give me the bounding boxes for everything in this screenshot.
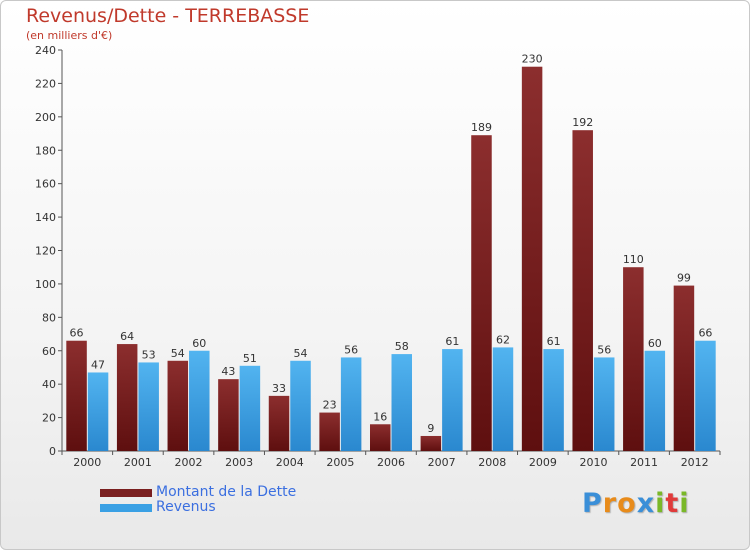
bar-dette: [420, 435, 442, 451]
bar-revenus: [239, 365, 261, 451]
y-tick-label: 60: [42, 345, 56, 358]
logo-letter: i: [679, 488, 690, 519]
bar-revenus-value-label: 61: [445, 335, 459, 348]
bar-dette-value-label: 43: [221, 365, 235, 378]
y-tick-label: 40: [42, 378, 56, 391]
bar-revenus: [391, 354, 412, 451]
bar-revenus: [543, 349, 564, 451]
bar-dette-value-label: 16: [373, 410, 387, 423]
x-tick-label: 2005: [326, 456, 354, 469]
bar-dette: [319, 412, 340, 451]
bar-revenus: [492, 347, 514, 451]
logo-letter: x: [636, 488, 656, 519]
y-tick-label: 100: [35, 278, 56, 291]
proxiti-logo: Proxiti: [582, 488, 690, 519]
bar-revenus: [695, 340, 716, 451]
y-tick-label: 240: [35, 44, 56, 57]
bar-dette-value-label: 110: [623, 253, 644, 266]
bar-dette-value-label: 33: [272, 382, 286, 395]
bar-revenus: [138, 362, 159, 451]
bar-dette: [116, 344, 138, 451]
legend-swatch-revenus: [100, 504, 152, 512]
y-tick-label: 160: [35, 178, 56, 191]
y-tick-label: 220: [35, 77, 56, 90]
logo-letter: i: [655, 488, 666, 519]
bar-revenus-value-label: 47: [91, 358, 105, 371]
bar-dette: [268, 395, 290, 451]
bar-revenus-value-label: 60: [648, 337, 662, 350]
bar-revenus: [644, 350, 666, 451]
bar-dette: [471, 135, 492, 451]
bar-revenus-value-label: 60: [192, 337, 206, 350]
bar-dette: [167, 360, 189, 451]
legend-swatch-dette: [100, 489, 152, 497]
bar-dette-value-label: 230: [522, 53, 543, 66]
bar-revenus-value-label: 51: [243, 352, 257, 365]
bar-dette-value-label: 189: [471, 121, 492, 134]
bar-revenus: [340, 357, 362, 451]
y-tick-label: 20: [42, 412, 56, 425]
logo-letter: t: [665, 488, 680, 519]
bar-dette-value-label: 9: [427, 422, 434, 435]
x-tick-label: 2011: [630, 456, 658, 469]
bar-revenus-value-label: 54: [294, 347, 308, 360]
bar-dette-value-label: 192: [572, 116, 593, 129]
y-tick-label: 80: [42, 311, 56, 324]
x-tick-label: 2010: [579, 456, 607, 469]
bar-dette: [673, 285, 695, 451]
bar-revenus-value-label: 56: [597, 343, 611, 356]
bar-revenus: [593, 357, 615, 451]
legend-label-revenus: Revenus: [156, 499, 216, 515]
x-tick-label: 2000: [73, 456, 101, 469]
bar-dette: [218, 379, 239, 451]
bar-dette-value-label: 66: [70, 327, 84, 340]
bar-dette: [572, 130, 593, 451]
chart-subtitle: (en milliers d'€): [26, 29, 113, 42]
y-tick-label: 180: [35, 144, 56, 157]
bar-dette: [66, 340, 87, 451]
y-tick-label: 0: [49, 445, 56, 458]
x-tick-label: 2008: [478, 456, 506, 469]
logo-letter: P: [582, 488, 603, 519]
bar-dette: [521, 66, 543, 451]
logo-letter: o: [617, 488, 637, 519]
bar-dette: [370, 424, 391, 451]
bar-revenus: [87, 372, 109, 451]
x-tick-label: 2001: [124, 456, 152, 469]
bar-revenus-value-label: 66: [698, 327, 712, 340]
bar-revenus-value-label: 62: [496, 333, 510, 346]
bar-revenus: [189, 350, 210, 451]
y-tick-label: 120: [35, 245, 56, 258]
bar-revenus-value-label: 56: [344, 343, 358, 356]
bar-dette-value-label: 64: [120, 330, 134, 343]
x-tick-label: 2003: [225, 456, 253, 469]
x-tick-label: 2006: [377, 456, 405, 469]
x-tick-label: 2009: [529, 456, 557, 469]
bar-revenus-value-label: 58: [395, 340, 409, 353]
bar-revenus-value-label: 53: [142, 348, 156, 361]
chart-title: Revenus/Dette - TERREBASSE: [26, 5, 310, 27]
bar-dette-value-label: 23: [323, 399, 337, 412]
logo-letter: r: [602, 488, 618, 519]
x-tick-label: 2012: [681, 456, 709, 469]
x-tick-label: 2004: [276, 456, 304, 469]
bar-revenus: [290, 360, 311, 451]
legend-label-dette: Montant de la Dette: [156, 484, 297, 500]
bar-revenus-value-label: 61: [547, 335, 561, 348]
x-tick-label: 2002: [175, 456, 203, 469]
x-tick-label: 2007: [428, 456, 456, 469]
bar-revenus: [442, 349, 463, 451]
bar-dette-value-label: 99: [677, 272, 691, 285]
bar-dette-value-label: 54: [171, 347, 185, 360]
bar-dette: [623, 267, 644, 451]
y-tick-label: 200: [35, 111, 56, 124]
y-tick-label: 140: [35, 211, 56, 224]
